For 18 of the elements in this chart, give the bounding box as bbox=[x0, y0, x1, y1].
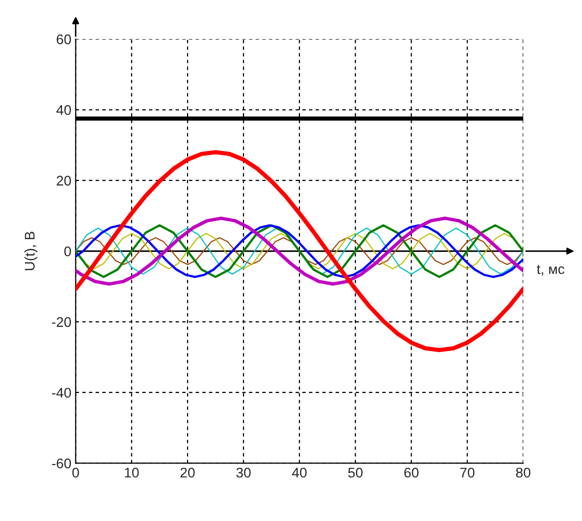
x-tick-label: 50 bbox=[348, 468, 363, 478]
x-tick-label: 30 bbox=[236, 468, 251, 478]
x-tick-label: 60 bbox=[404, 468, 419, 478]
y-tick-label: -40 bbox=[52, 388, 71, 398]
x-tick-label: 10 bbox=[124, 468, 139, 478]
x-tick-label: 0 bbox=[72, 468, 79, 478]
x-tick-label: 20 bbox=[180, 468, 195, 478]
y-tick-label: -20 bbox=[52, 317, 71, 327]
y-tick-label: 60 bbox=[56, 34, 71, 44]
x-tick-label: 40 bbox=[292, 468, 307, 478]
x-tick-label: 80 bbox=[516, 468, 530, 478]
y-tick-label: 0 bbox=[64, 246, 71, 256]
x-tick-label: 70 bbox=[460, 468, 474, 478]
y-tick-label: -60 bbox=[52, 458, 71, 468]
y-axis-title: U(t), В bbox=[24, 232, 38, 270]
y-tick-label: 40 bbox=[56, 105, 71, 115]
x-axis-title: t, мс bbox=[536, 264, 564, 276]
y-tick-label: 20 bbox=[56, 176, 71, 186]
